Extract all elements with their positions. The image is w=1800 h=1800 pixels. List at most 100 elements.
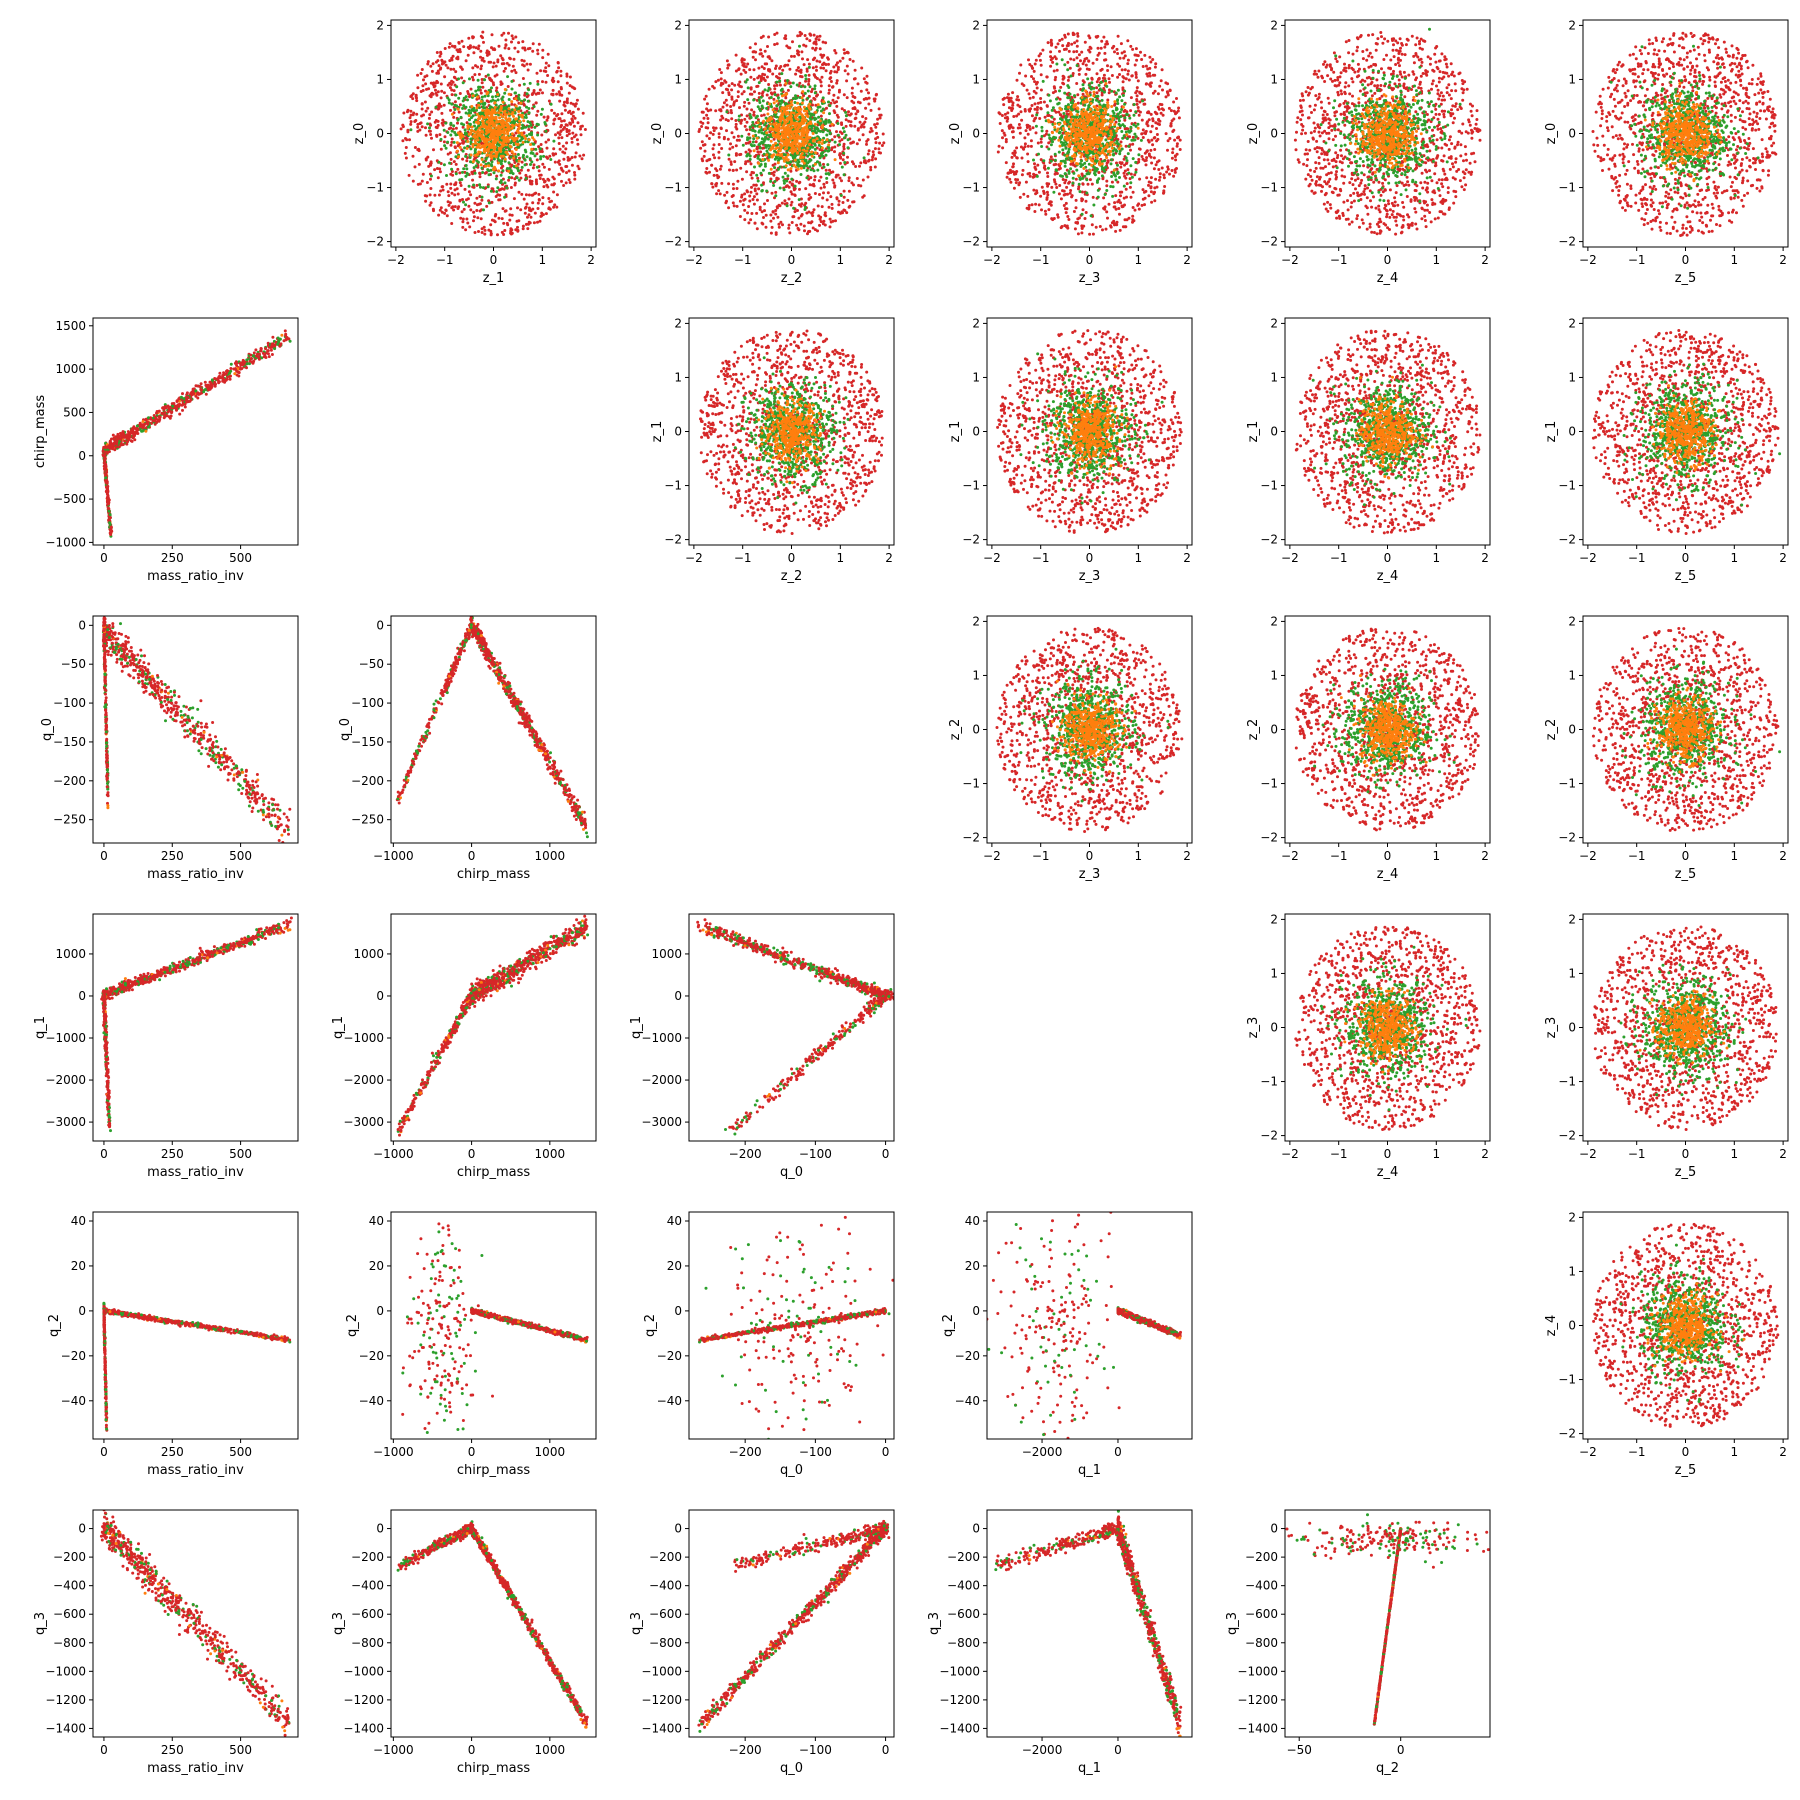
scatter-point-red — [472, 215, 476, 219]
scatter-point-orange — [489, 120, 493, 124]
scatter-point-red — [853, 77, 857, 81]
scatter-point-orange — [498, 116, 502, 120]
scatter-point-red — [873, 123, 877, 127]
scatter-point-orange — [801, 148, 805, 152]
scatter-point-red — [729, 105, 733, 108]
scatter-point-red — [447, 203, 451, 207]
scatter-point-red — [819, 220, 823, 224]
scatter-point-red — [1095, 91, 1099, 95]
scatter-point-red — [524, 173, 528, 177]
scatter-point-green — [525, 92, 529, 96]
x-tick-label: 2 — [587, 253, 595, 267]
scatter-point-red — [429, 177, 432, 181]
scatter-point-red — [429, 133, 433, 136]
scatter-point-red — [552, 182, 556, 186]
scatter-point-red — [440, 185, 444, 189]
scatter-point-green — [462, 96, 466, 100]
scatter-point-red — [538, 177, 542, 180]
scatter-point-red — [547, 167, 551, 171]
scatter-point-red — [745, 114, 749, 118]
scatter-point-red — [833, 184, 837, 188]
scatter-point-red — [735, 99, 739, 103]
scatter-point-red — [506, 223, 510, 227]
scatter-point-red — [698, 127, 702, 131]
scatter-point-green — [759, 122, 763, 125]
scatter-point-red — [461, 225, 465, 229]
scatter-point-green — [506, 75, 510, 79]
scatter-point-red — [755, 211, 759, 215]
scatter-point-red — [1165, 170, 1169, 174]
scatter-point-green — [523, 98, 527, 102]
scatter-point-red — [783, 64, 787, 68]
scatter-point-red — [778, 72, 782, 76]
scatter-point-green — [499, 181, 503, 185]
scatter-point-orange — [519, 113, 522, 117]
scatter-point-red — [707, 158, 711, 162]
scatter-point-red — [411, 179, 415, 183]
scatter-point-red — [557, 159, 561, 163]
scatter-point-red — [783, 36, 787, 40]
scatter-point-red — [459, 65, 463, 69]
scatter-point-red — [835, 100, 838, 104]
scatter-point-red — [530, 179, 534, 183]
scatter-point-red — [464, 228, 468, 232]
scatter-point-orange — [755, 136, 759, 140]
scatter-point-green — [527, 107, 531, 110]
scatter-point-red — [523, 206, 527, 210]
scatter-point-red — [547, 197, 551, 200]
scatter-point-green — [760, 189, 764, 193]
scatter-point-red — [760, 114, 764, 118]
scatter-point-red — [752, 68, 756, 72]
scatter-point-red — [742, 104, 746, 108]
scatter-point-red — [471, 66, 475, 70]
scatter-point-red — [1123, 169, 1127, 173]
scatter-point-red — [1123, 203, 1126, 207]
scatter-point-red — [838, 88, 841, 92]
scatter-point-red — [822, 162, 825, 166]
scatter-point-green — [497, 113, 501, 117]
scatter-point-green — [447, 101, 451, 105]
scatter-point-red — [877, 151, 881, 155]
scatter-point-green — [508, 167, 512, 170]
scatter-point-red — [495, 86, 499, 90]
scatter-point-red — [850, 181, 854, 185]
scatter-point-orange — [793, 158, 797, 162]
scatter-point-green — [784, 102, 788, 106]
scatter-point-red — [545, 146, 549, 150]
scatter-point-red — [1019, 110, 1023, 114]
scatter-point-orange — [786, 130, 790, 134]
scatter-point-red — [753, 221, 757, 225]
scatter-point-green — [500, 97, 504, 101]
scatter-point-red — [769, 231, 773, 235]
scatter-point-green — [453, 131, 457, 134]
scatter-point-red — [521, 227, 525, 231]
scatter-point-red — [809, 176, 813, 180]
x-tick-label: −2 — [685, 253, 703, 267]
scatter-point-red — [573, 87, 577, 91]
scatter-point-red — [1120, 68, 1124, 72]
scatter-point-orange — [786, 158, 789, 162]
scatter-point-red — [1020, 173, 1024, 177]
scatter-point-green — [846, 146, 850, 150]
scatter-point-red — [499, 54, 503, 58]
scatter-point-red — [1043, 209, 1047, 213]
scatter-point-red — [1076, 32, 1080, 36]
scatter-point-red — [438, 54, 442, 58]
scatter-point-red — [700, 125, 704, 128]
scatter-point-green — [836, 133, 840, 137]
scatter-point-red — [539, 214, 543, 218]
scatter-point-red — [874, 125, 878, 129]
scatter-point-red — [404, 146, 408, 149]
scatter-point-red — [565, 141, 569, 145]
scatter-point-green — [749, 143, 753, 147]
scatter-point-red — [406, 130, 410, 134]
scatter-point-red — [843, 209, 847, 212]
scatter-point-green — [750, 128, 754, 132]
scatter-point-red — [838, 152, 842, 156]
scatter-point-red — [848, 58, 852, 61]
scatter-point-red — [439, 82, 443, 86]
scatter-point-red — [1134, 75, 1138, 79]
scatter-point-red — [796, 209, 799, 212]
scatter-point-red — [1035, 108, 1039, 112]
scatter-point-red — [523, 211, 527, 215]
